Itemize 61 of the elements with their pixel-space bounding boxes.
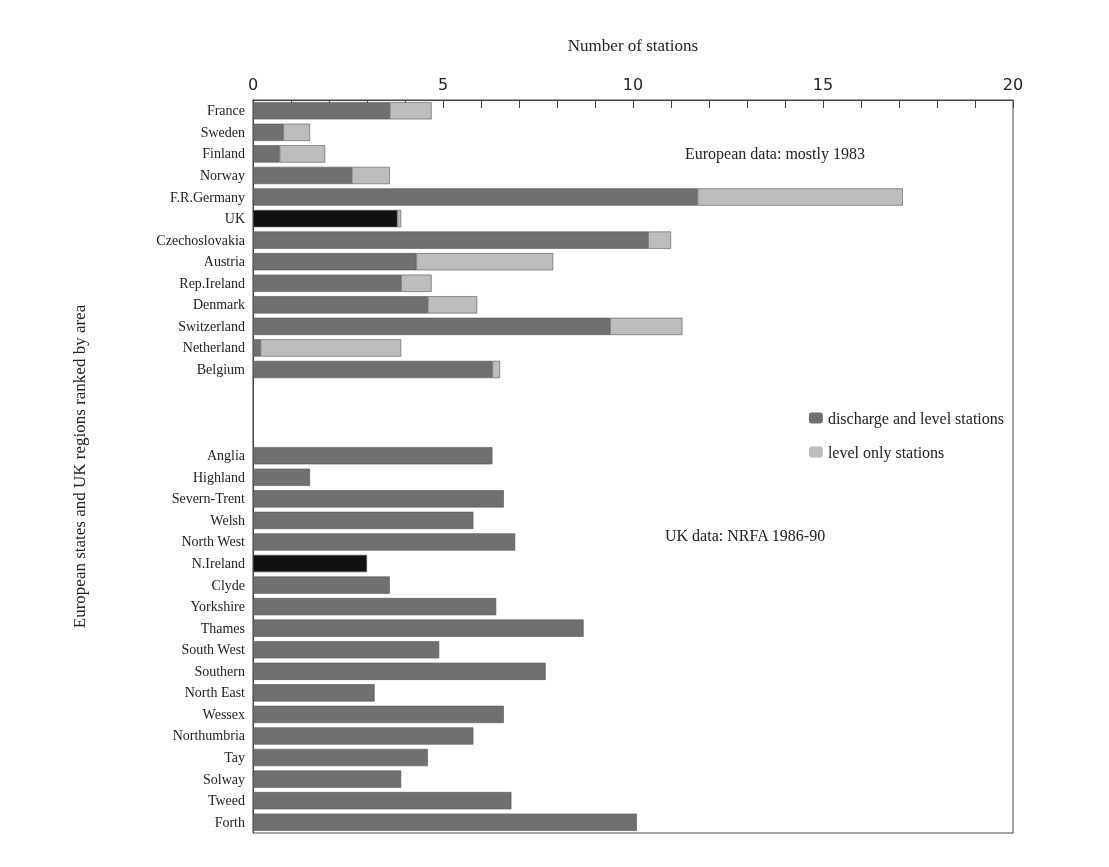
y-tick-label: Anglia — [206, 448, 246, 464]
y-tick-label: Austria — [203, 254, 246, 270]
annotation: UK data: NRFA 1986-90 — [665, 526, 826, 544]
y-tick-label: Severn-Trent — [171, 491, 246, 507]
bar — [253, 792, 512, 810]
bar — [253, 447, 493, 465]
y-tick-label: Finland — [202, 146, 245, 162]
y-tick-label: Thames — [200, 620, 245, 636]
y-tick-label: South West — [181, 642, 246, 658]
y-tick-label: Norway — [199, 167, 245, 183]
bar — [253, 748, 428, 767]
bar — [253, 490, 504, 508]
y-tick-label: Netherland — [182, 340, 245, 356]
y-tick-label: Solway — [203, 771, 245, 787]
x-tick-label: 5 — [437, 74, 449, 94]
legend-label: level only stations — [827, 443, 945, 462]
bar — [253, 684, 375, 702]
bar — [253, 662, 546, 680]
y-tick-label: Denmark — [192, 297, 245, 313]
bar — [253, 511, 474, 530]
bar — [253, 554, 367, 573]
x-tick-label: 15 — [812, 74, 834, 94]
y-tick-label: Clyde — [211, 577, 245, 593]
x-tick-label: 10 — [622, 74, 644, 94]
y-tick-label: Switzerland — [178, 318, 245, 334]
y-tick-label: Yorkshire — [190, 599, 245, 615]
legend-label: discharge and level stations — [827, 409, 1005, 428]
y-tick-label: Tweed — [207, 793, 245, 809]
bar — [253, 533, 516, 551]
y-tick-label: Rep.Ireland — [179, 275, 245, 291]
annotation: European data: mostly 1983 — [685, 144, 865, 163]
y-tick-label: F.R.Germany — [169, 189, 245, 205]
bar — [253, 727, 474, 745]
y-tick-label: North East — [184, 685, 246, 701]
y-tick-label: North West — [181, 534, 246, 550]
bar — [253, 468, 310, 486]
y-tick-label: Southern — [194, 663, 245, 679]
x-tick-label: 20 — [1002, 74, 1024, 94]
y-tick-label: France — [206, 103, 245, 119]
bar — [253, 705, 504, 724]
bar — [253, 598, 497, 616]
y-tick-label: N.Ireland — [191, 556, 245, 572]
bar — [253, 576, 390, 594]
x-axis-title: Number of stations — [567, 36, 699, 55]
y-tick-label: Belgium — [196, 361, 246, 377]
bar — [253, 619, 584, 637]
y-tick-label: Tay — [224, 750, 245, 766]
y-tick-label: UK — [224, 211, 245, 227]
y-tick-label: Welsh — [210, 512, 245, 528]
y-tick-label: Sweden — [200, 124, 245, 140]
y-tick-label: Highland — [192, 469, 245, 485]
bar — [253, 770, 402, 788]
bar — [253, 209, 398, 228]
y-tick-label: Northumbria — [172, 728, 246, 744]
y-tick-label: Wessex — [202, 706, 245, 722]
y-tick-label: Czechoslovakia — [156, 232, 246, 248]
y-tick-label: Forth — [214, 814, 245, 830]
y-axis-title: European states and UK regions ranked by area — [70, 304, 89, 629]
bar — [253, 813, 637, 831]
x-tick-label: 0 — [247, 74, 259, 94]
bar — [253, 641, 440, 659]
